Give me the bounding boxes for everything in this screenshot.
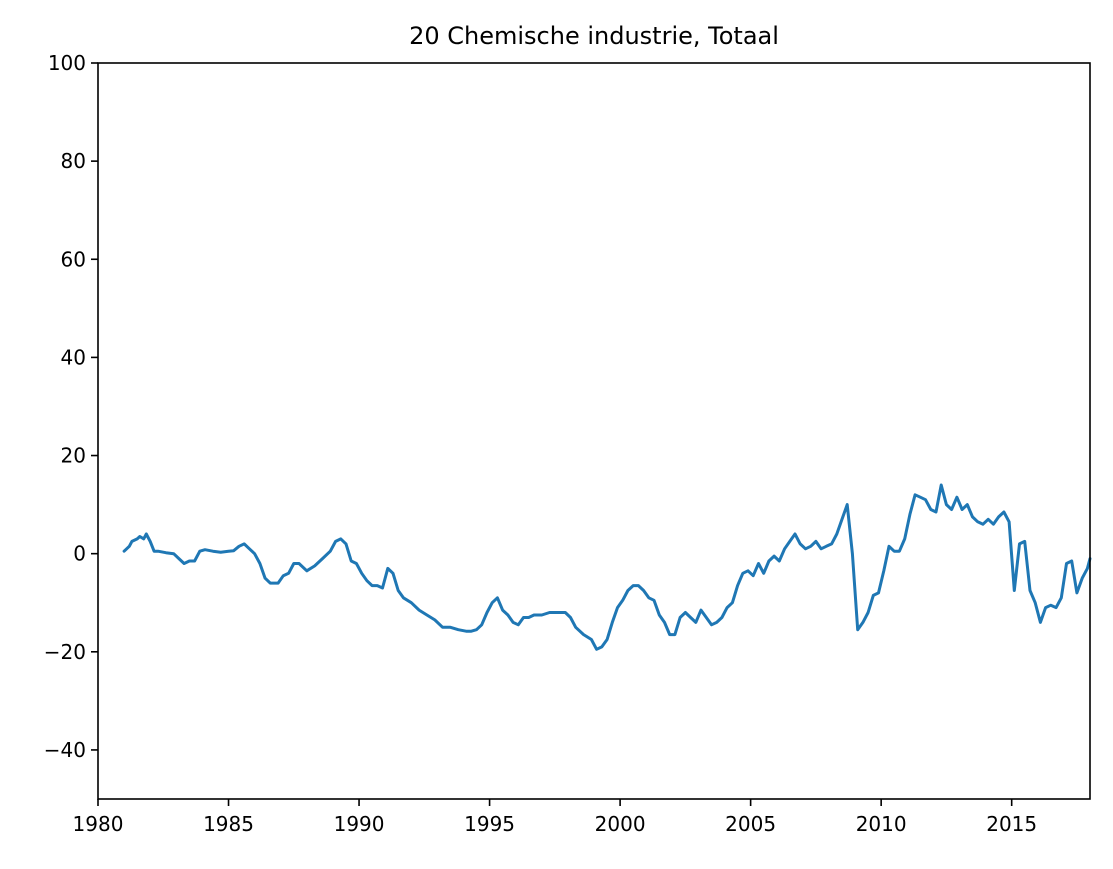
chart-title: 20 Chemische industrie, Totaal bbox=[409, 22, 779, 50]
plot-area bbox=[122, 483, 1092, 651]
x-tick-label: 1995 bbox=[464, 812, 515, 836]
x-tick-label: 1980 bbox=[73, 812, 124, 836]
y-tick-label: 60 bbox=[61, 247, 86, 271]
series-line-0 bbox=[122, 483, 1092, 651]
y-tick-label: 80 bbox=[61, 149, 86, 173]
plot-frame bbox=[97, 62, 1091, 800]
x-tick-label: 2010 bbox=[856, 812, 907, 836]
x-tick-label: 1985 bbox=[203, 812, 254, 836]
y-tick-label: −20 bbox=[44, 640, 86, 664]
y-tick-label: 0 bbox=[73, 542, 86, 566]
y-tick-label: 100 bbox=[48, 51, 86, 75]
y-tick-label: 40 bbox=[61, 345, 86, 369]
y-tick-label: −40 bbox=[44, 738, 86, 762]
x-tick-label: 2000 bbox=[595, 812, 646, 836]
x-tick-label: 1990 bbox=[334, 812, 385, 836]
y-tick-label: 20 bbox=[61, 444, 86, 468]
y-axis: −40 −20 0 20 40 60 80 100 bbox=[44, 51, 98, 762]
x-axis: 1980 1985 1990 1995 2000 2005 2010 2015 bbox=[73, 799, 1037, 836]
x-tick-label: 2015 bbox=[986, 812, 1037, 836]
x-tick-label: 2005 bbox=[725, 812, 776, 836]
